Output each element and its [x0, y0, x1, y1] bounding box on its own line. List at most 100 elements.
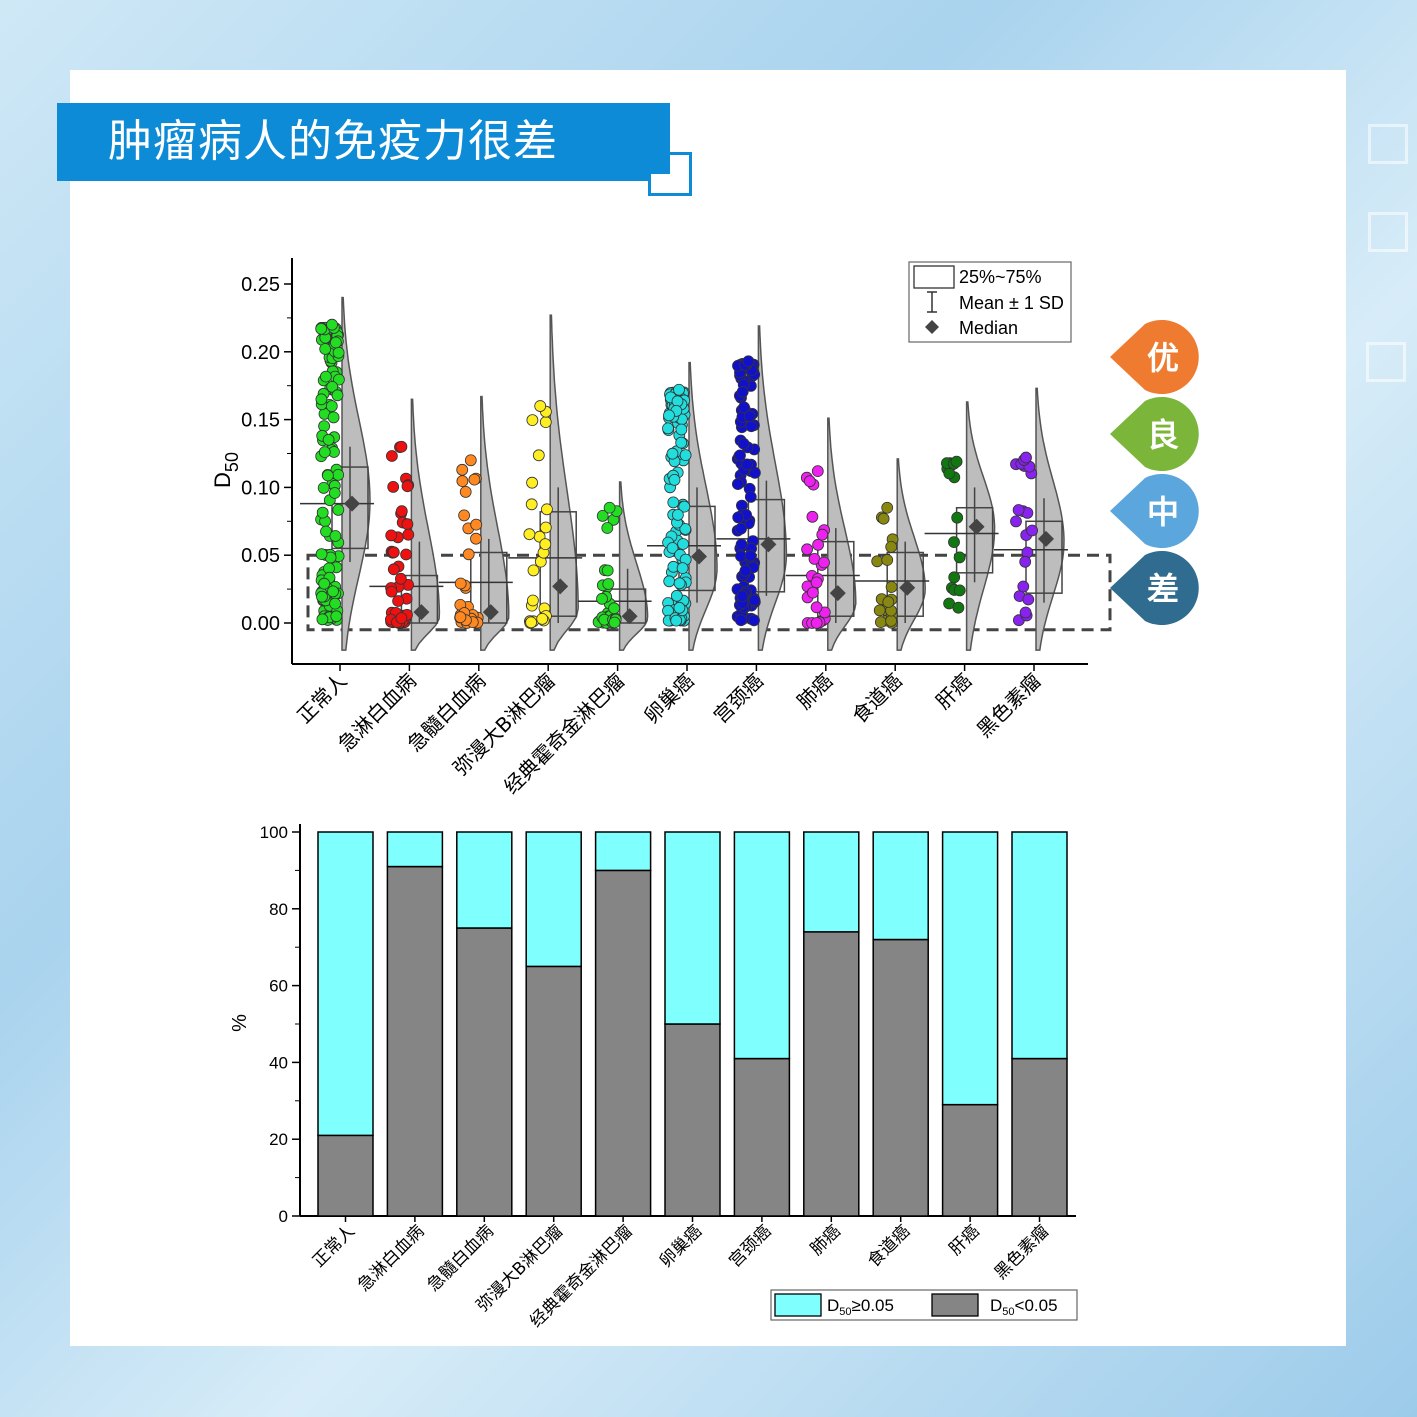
data-point-9 [948, 536, 960, 548]
bar-x-tick-label: 正常人 [309, 1221, 359, 1271]
data-point-4 [602, 578, 615, 590]
data-point-6 [735, 614, 747, 627]
data-point-max-6 [742, 355, 755, 368]
data-point-6 [735, 538, 748, 551]
data-point-6 [738, 401, 750, 414]
bar-y-tick-label: 0 [279, 1207, 288, 1226]
data-point-0 [321, 469, 334, 482]
violin-3 [549, 314, 579, 651]
legend-sub: 50 [839, 1306, 851, 1318]
data-point-0 [318, 446, 331, 459]
data-point-6 [748, 594, 761, 607]
data-point-6 [732, 511, 745, 524]
y-tick-label: 0.15 [241, 410, 280, 432]
data-point-max-0 [326, 318, 338, 331]
median-marker-3 [552, 578, 569, 595]
data-point-6 [739, 565, 752, 577]
median-marker-7 [829, 585, 846, 602]
data-point-4 [596, 510, 609, 522]
y-tick-label: 0.05 [241, 545, 280, 567]
bar-x-tick-label: 卵巢癌 [656, 1221, 706, 1271]
data-point-0 [317, 481, 330, 494]
rating-badge-0 [1110, 320, 1199, 394]
y-axis-label-sub: 50 [222, 452, 242, 472]
x-tick-label: 食道癌 [847, 669, 906, 728]
data-point-max-5 [673, 383, 685, 396]
data-point-10 [1022, 593, 1035, 606]
data-point-7 [810, 617, 823, 629]
data-point-5 [673, 577, 686, 590]
data-point-4 [601, 522, 614, 534]
data-point-5 [679, 523, 692, 535]
data-point-7 [806, 510, 819, 523]
data-point-1 [402, 528, 415, 541]
background-square-2 [1368, 212, 1408, 252]
data-point-0 [318, 420, 331, 433]
data-point-6 [734, 449, 746, 462]
rating-badge-label: 中 [1147, 493, 1179, 531]
data-point-0 [327, 411, 340, 424]
data-point-2 [454, 577, 467, 590]
data-point-0 [328, 487, 341, 499]
data-point-5 [675, 423, 688, 436]
data-point-2 [462, 548, 475, 561]
data-point-3 [525, 498, 538, 511]
bar-low-0 [317, 1134, 374, 1217]
data-point-3 [539, 416, 552, 429]
data-point-max-8 [881, 501, 894, 514]
data-point-5 [662, 422, 674, 435]
median-marker-5 [691, 548, 707, 565]
data-point-2 [456, 475, 469, 488]
data-point-6 [744, 549, 757, 562]
violin-2 [480, 395, 510, 651]
data-point-0 [326, 380, 339, 393]
data-point-8 [877, 512, 890, 525]
median-marker-1 [413, 604, 430, 621]
y-tick-label: 0.25 [241, 274, 280, 296]
data-point-1 [387, 563, 400, 576]
data-point-5 [670, 589, 683, 602]
bar-low-10 [1011, 1057, 1068, 1217]
bar-y-tick-label: 60 [269, 977, 288, 996]
legend-main: D [827, 1296, 839, 1315]
rating-badge-2 [1110, 474, 1199, 549]
data-point-1 [387, 480, 400, 493]
data-point-2 [454, 611, 467, 623]
data-point-6 [743, 410, 756, 423]
bar-legend-label-0: D50≥0.05 [827, 1296, 894, 1318]
data-point-5 [663, 575, 676, 588]
bar-high-3 [525, 831, 582, 968]
data-point-7 [807, 586, 819, 599]
data-point-5 [672, 509, 684, 521]
bar-x-tick-label: 黑色素瘤 [991, 1221, 1053, 1283]
rating-badge-label: 差 [1147, 570, 1179, 608]
data-point-10 [1010, 515, 1022, 528]
bar-x-tick-label: 肝癌 [945, 1221, 983, 1259]
x-tick-label: 卵巢癌 [639, 669, 698, 728]
data-point-7 [810, 601, 823, 614]
data-point-9 [953, 584, 966, 597]
data-point-8 [885, 615, 897, 627]
x-tick-label: 黑色素瘤 [972, 669, 1046, 743]
data-point-5 [663, 409, 675, 422]
violin-7 [827, 417, 857, 651]
data-point-3 [532, 449, 545, 462]
data-point-5 [673, 601, 686, 614]
median-marker-4 [621, 608, 638, 625]
data-point-0 [329, 597, 342, 610]
bar-low-3 [525, 965, 582, 1217]
bar-low-2 [456, 927, 513, 1217]
bar-x-tick-label: 急髓白血病 [424, 1221, 498, 1295]
title-banner [57, 103, 670, 181]
data-point-2 [470, 532, 482, 545]
median-marker-0 [344, 495, 360, 512]
violin-0 [341, 296, 371, 651]
data-point-0 [325, 400, 338, 413]
violin-6 [757, 325, 788, 651]
data-point-1 [394, 572, 407, 585]
y-tick-label: 0.20 [241, 342, 280, 364]
data-point-1 [392, 595, 405, 607]
data-point-8 [882, 596, 895, 608]
violin-1 [410, 398, 441, 651]
